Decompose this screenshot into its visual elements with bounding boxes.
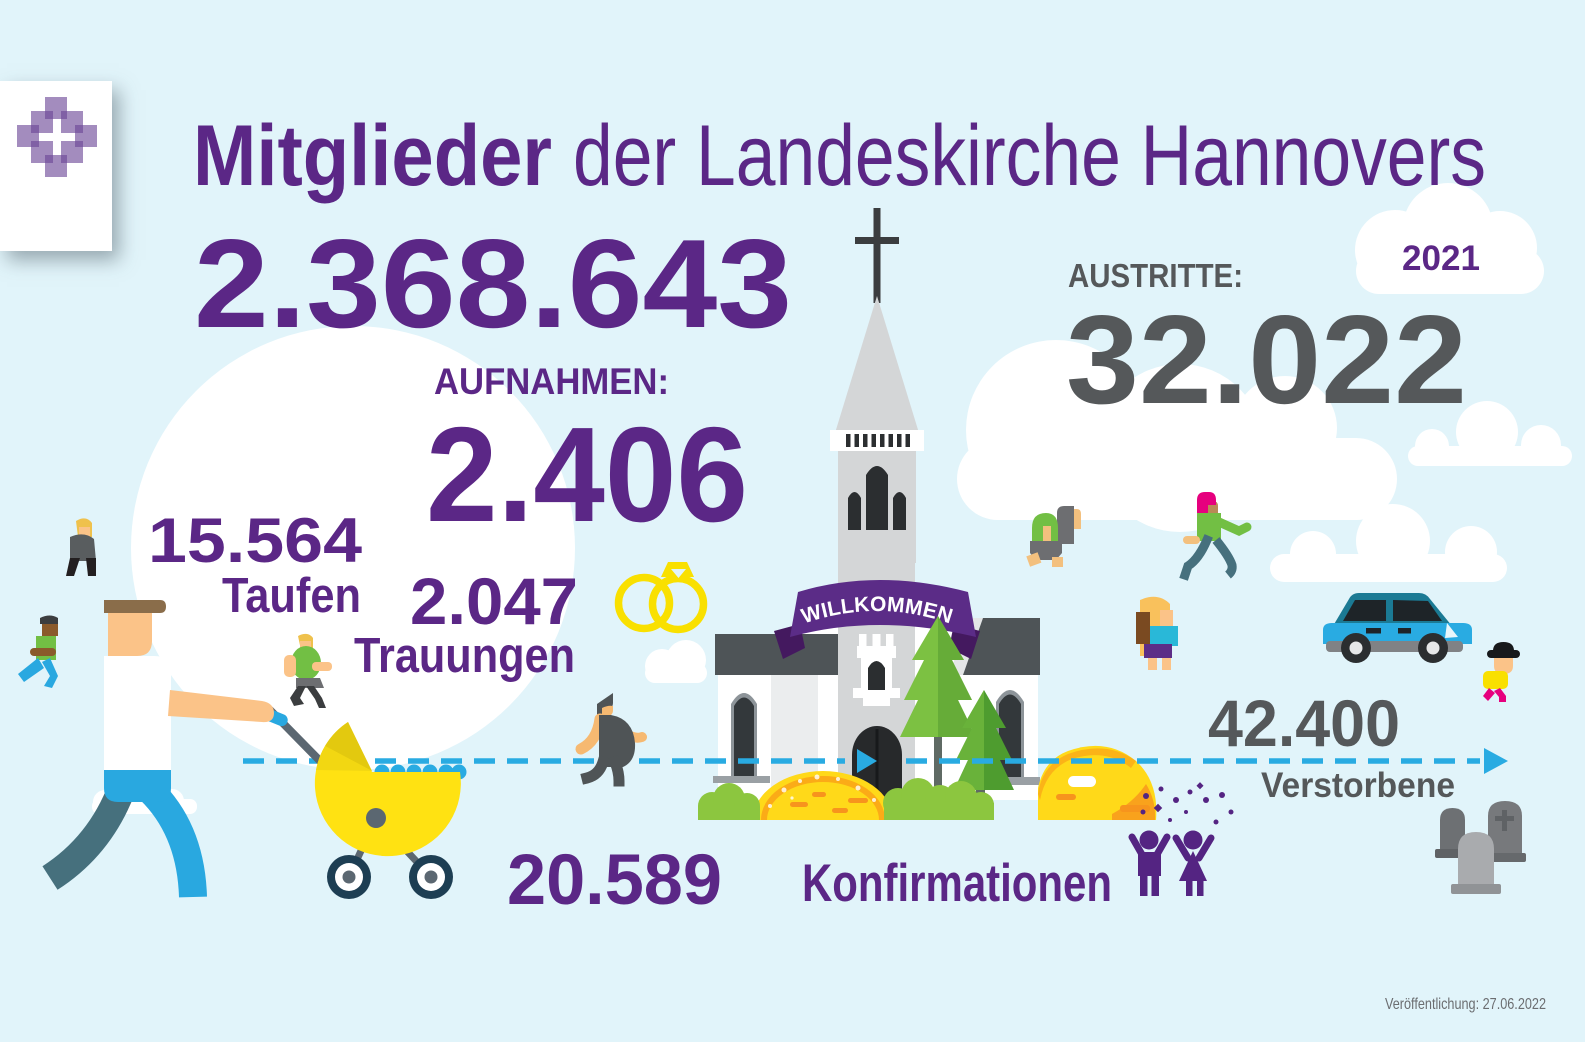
svg-text:AUFNAHMEN:: AUFNAHMEN: <box>434 361 669 402</box>
svg-text:Verstorbene: Verstorbene <box>1261 766 1455 805</box>
svg-text:32.022: 32.022 <box>1066 289 1467 430</box>
svg-text:Trauungen: Trauungen <box>354 629 575 683</box>
svg-text:Taufen: Taufen <box>222 569 361 623</box>
svg-text:der Landeskirche Hannovers: der Landeskirche Hannovers <box>573 108 1486 204</box>
svg-text:2.368.643: 2.368.643 <box>194 213 792 354</box>
svg-text:Veröffentlichung: 27.06.2022: Veröffentlichung: 27.06.2022 <box>1385 996 1546 1013</box>
svg-text:AUSTRITTE:: AUSTRITTE: <box>1068 257 1243 294</box>
svg-text:15.564: 15.564 <box>148 506 362 576</box>
svg-text:42.400: 42.400 <box>1208 686 1400 760</box>
svg-text:2.406: 2.406 <box>426 399 748 550</box>
svg-text:Mitglieder: Mitglieder <box>193 108 552 204</box>
svg-text:2.047: 2.047 <box>410 564 578 638</box>
svg-text:20.589: 20.589 <box>507 841 722 920</box>
svg-text:Konfirmationen: Konfirmationen <box>802 854 1112 913</box>
svg-text:2021: 2021 <box>1402 239 1480 278</box>
